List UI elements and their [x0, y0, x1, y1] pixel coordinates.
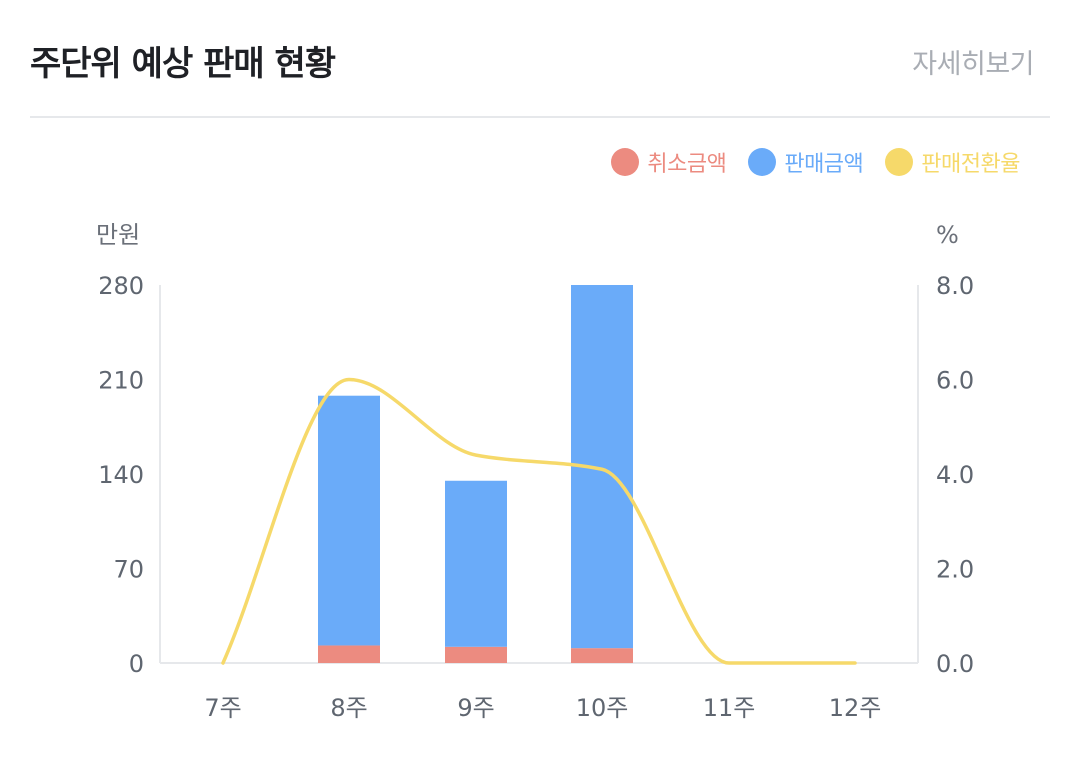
- x-tick-label: 7주: [204, 694, 241, 722]
- y-left-tick-label: 140: [98, 461, 144, 489]
- legend-item-sales[interactable]: 판매금액: [748, 146, 864, 178]
- y-left-tick-label: 210: [98, 367, 144, 395]
- x-tick-label: 9주: [457, 694, 494, 722]
- y-left-tick-label: 70: [113, 556, 144, 584]
- page-title: 주단위 예상 판매 현황: [30, 44, 336, 84]
- bar-sales-amount: [445, 480, 507, 647]
- bar-sales-amount: [318, 395, 380, 646]
- legend-label-conversion: 판매전환율: [921, 152, 1020, 177]
- y-right-tick-label: 8.0: [936, 272, 974, 300]
- legend-dot-sales: [748, 148, 777, 176]
- legend-dot-cancel: [611, 148, 640, 176]
- y-left-tick-label: 0: [129, 650, 144, 678]
- y-right-unit: %: [936, 221, 959, 249]
- legend-label-cancel: 취소금액: [647, 152, 727, 177]
- chart-card-header: 주단위 예상 판매 현황 자세히보기: [0, 0, 1082, 118]
- header-divider: [30, 116, 1050, 118]
- bar-cancel-amount: [571, 648, 633, 663]
- x-tick-label: 10주: [576, 694, 629, 722]
- x-tick-label: 8주: [330, 694, 367, 722]
- chart-legend: 취소금액 판매금액 판매전환율: [611, 146, 1020, 178]
- y-left-tick-label: 280: [98, 272, 144, 300]
- x-tick-label: 12주: [829, 694, 882, 722]
- legend-label-sales: 판매금액: [784, 152, 864, 177]
- view-details-link[interactable]: 자세히보기: [912, 49, 1034, 80]
- bar-cancel-amount: [318, 645, 380, 663]
- legend-item-cancel[interactable]: 취소금액: [611, 146, 727, 178]
- x-tick-label: 11주: [703, 694, 756, 722]
- legend-dot-conversion: [885, 148, 914, 176]
- y-left-unit: 만원: [96, 221, 140, 249]
- y-right-tick-label: 6.0: [936, 367, 974, 395]
- y-right-tick-label: 0.0: [936, 650, 974, 678]
- conversion-rate-line: [221, 377, 857, 665]
- bar-cancel-amount: [445, 646, 507, 663]
- y-right-tick-label: 2.0: [936, 556, 974, 584]
- legend-item-conversion[interactable]: 판매전환율: [885, 146, 1020, 178]
- y-right-tick-label: 4.0: [936, 461, 974, 489]
